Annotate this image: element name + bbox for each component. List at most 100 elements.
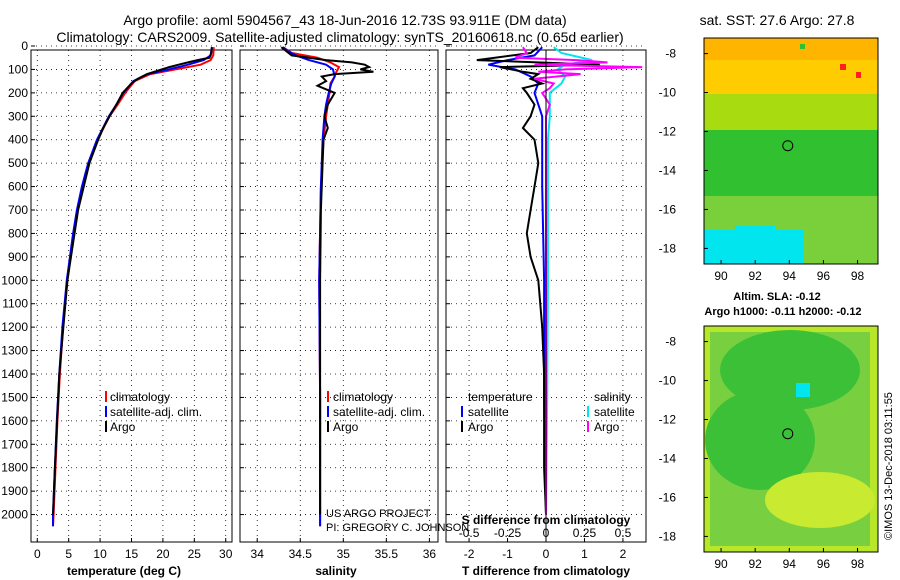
temperature-x-axis-label: temperature (deg C) — [67, 564, 181, 578]
sst-mid-band — [704, 94, 878, 134]
x-tick-label: 34.5 — [289, 547, 313, 561]
depth-tick-label: 200 — [8, 86, 28, 100]
map-y-tick-label: -10 — [659, 374, 677, 388]
x-tick-label: 25 — [188, 547, 202, 561]
x-tick-label: 2 — [620, 547, 627, 561]
sla-map-title-2: Argo h1000: -0.11 h2000: -0.12 — [704, 306, 861, 318]
ticks-layer: 0100200300400500600700800900100011001200… — [1, 39, 631, 561]
depth-tick-label: 1900 — [1, 484, 28, 498]
legend-label-sal-argo: Argo — [594, 420, 620, 434]
imos-watermark: ©IMOS 13-Dec-2018 03:11:55 — [883, 392, 895, 540]
x-tick-label: 30 — [219, 547, 233, 561]
top-x-tick-label: -0.5 — [459, 526, 480, 540]
depth-tick-label: 800 — [8, 226, 28, 240]
difference-top-axis-label: S difference from climatology — [462, 513, 631, 527]
series-line-salinity-satellite — [545, 46, 593, 515]
legend-swatch-temp-argo — [461, 421, 463, 432]
legend-swatch-sal-argo — [587, 421, 589, 432]
sst-cool-band — [704, 130, 878, 200]
legend-label-satellite: satellite-adj. clim. — [110, 405, 202, 419]
legend-swatch-climatology — [105, 391, 107, 402]
series-line-climatology — [282, 46, 341, 527]
map-x-tick-label: 98 — [851, 269, 865, 283]
x-tick-label: 15 — [125, 547, 139, 561]
sla-map-frame — [703, 325, 879, 553]
depth-tick-label: 2000 — [1, 508, 28, 522]
salinity-panel-frame — [239, 49, 439, 543]
x-tick-label: 5 — [65, 547, 72, 561]
x-tick-label: 0 — [34, 547, 41, 561]
float-position-marker — [782, 428, 794, 440]
x-tick-label: 35.5 — [375, 547, 399, 561]
lines-layer — [52, 46, 643, 542]
map-y-tick-label: -14 — [659, 163, 677, 177]
sst-hot-pixel-2 — [856, 72, 861, 78]
legend-label-argo: Argo — [110, 420, 136, 434]
legend-title-temperature: temperature — [468, 390, 533, 404]
depth-tick-label: 500 — [8, 156, 28, 170]
legend-label-sal-satellite: satellite — [594, 405, 635, 419]
legend-swatch-argo — [327, 421, 329, 432]
legend-swatch-temp-satellite — [461, 406, 463, 417]
map-x-tick-label: 96 — [817, 269, 831, 283]
legend-label-climatology: climatology — [110, 390, 170, 404]
legend-label-temp-argo: Argo — [468, 420, 494, 434]
legend-swatch-satellite — [327, 406, 329, 417]
legend-label-climatology: climatology — [333, 390, 393, 404]
map-x-tick-label: 90 — [714, 557, 728, 571]
grid-layer — [31, 45, 646, 542]
legend-swatch-argo — [105, 421, 107, 432]
sst-green-pixel — [800, 44, 805, 49]
pi-credit: PI: GREGORY C. JOHNSON — [326, 522, 469, 534]
legend-swatch-satellite — [105, 406, 107, 417]
legend-label-argo: Argo — [333, 420, 359, 434]
map-x-tick-label: 94 — [783, 557, 797, 571]
depth-tick-label: 300 — [8, 109, 28, 123]
x-tick-label: 36 — [423, 547, 437, 561]
map-y-tick-label: -18 — [659, 241, 677, 255]
depth-tick-label: 1100 — [2, 297, 28, 311]
map-y-tick-label: -16 — [659, 490, 677, 504]
series-line-climatology — [52, 47, 215, 527]
x-tick-label: -2 — [464, 547, 475, 561]
x-tick-label: 10 — [93, 547, 107, 561]
sst-warm-band-2 — [704, 60, 878, 100]
depth-tick-label: 1600 — [1, 414, 28, 428]
sst-hot-pixel — [840, 64, 846, 70]
sla-map — [703, 325, 879, 553]
x-tick-label: 0 — [543, 547, 550, 561]
depth-tick-label: 1700 — [1, 437, 28, 451]
map-y-tick-label: -14 — [659, 451, 677, 465]
map-ticks: 90 92 94 96 98 -8 -10 -12 -14 -16 -18 90 92 94 96 98 -8 -… — [659, 47, 865, 571]
series-line-satellite-adj-clim- — [52, 47, 213, 527]
series-line-temperature-argo — [476, 46, 600, 515]
x-tick-label: 35 — [337, 547, 351, 561]
legend-label-satellite: satellite-adj. clim. — [333, 405, 425, 419]
depth-tick-label: 600 — [8, 180, 28, 194]
salinity-legend: climatology satellite-adj. clim. Argo US… — [326, 390, 469, 534]
map-y-tick-label: -18 — [659, 529, 677, 543]
x-tick-label: -1 — [502, 547, 513, 561]
depth-tick-label: 1200 — [1, 320, 28, 334]
salinity-x-axis-label: salinity — [315, 564, 357, 578]
map-x-tick-label: 96 — [817, 557, 831, 571]
series-line-argo — [280, 46, 374, 515]
top-x-tick-label: 0.25 — [573, 526, 597, 540]
float-position-marker — [782, 140, 794, 152]
difference-x-axis-label: T difference from climatology — [462, 564, 630, 578]
map-y-tick-label: -12 — [659, 125, 677, 139]
depth-tick-label: 1800 — [1, 461, 28, 475]
map-x-tick-label: 90 — [714, 269, 728, 283]
sla-cyan-patch — [796, 383, 810, 397]
sla-map-title-1: Altim. SLA: -0.12 — [733, 291, 820, 303]
map-x-tick-label: 94 — [783, 269, 797, 283]
series-line-satellite-adj-clim- — [282, 46, 336, 527]
depth-tick-label: 700 — [8, 203, 28, 217]
legend-swatch-climatology — [327, 391, 329, 402]
map-x-tick-label: 98 — [851, 557, 865, 571]
map-y-tick-label: -16 — [659, 202, 677, 216]
sla-dark-blob — [720, 330, 860, 410]
depth-tick-label: 1300 — [1, 344, 28, 358]
sla-dark-blob-2 — [705, 390, 815, 490]
sst-map-title: sat. SST: 27.6 Argo: 27.8 — [700, 12, 855, 28]
